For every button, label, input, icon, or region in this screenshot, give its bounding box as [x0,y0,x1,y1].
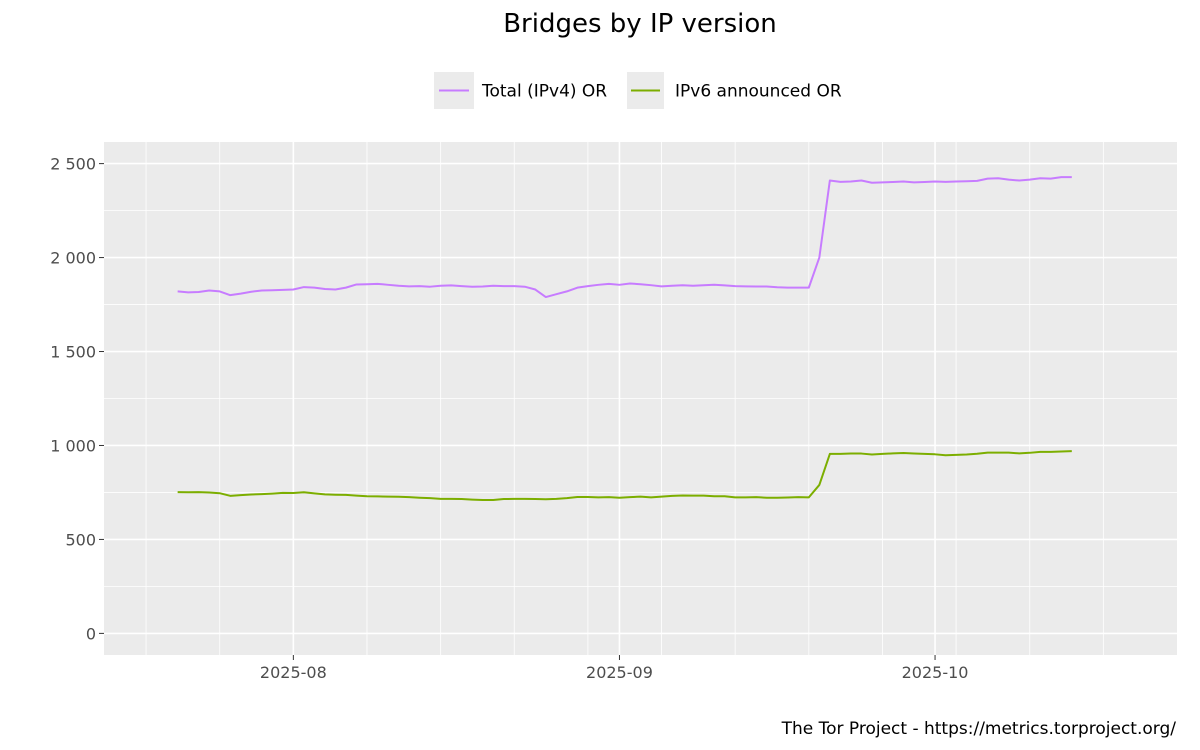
x-tick-label: 2025-10 [902,663,969,682]
series-line-ipv6 [177,450,1072,501]
x-tick-label: 2025-09 [586,663,653,682]
series-layer [177,176,1072,501]
x-axis: 2025-08 2025-09 2025-10 [260,655,969,682]
grid-major [104,142,1177,655]
y-tick-label: 0 [86,624,96,643]
y-tick-label: 2 000 [50,249,96,268]
y-tick-label: 1 000 [50,436,96,455]
legend-label-ipv6: IPv6 announced OR [675,82,842,102]
grid-minor [104,142,1177,655]
series-line-total-ipv4 [177,176,1072,299]
chart-title: Bridges by IP version [503,9,777,39]
y-tick-label: 2 500 [50,155,96,174]
chart-caption: The Tor Project - https://metrics.torpro… [781,719,1177,739]
legend: Total (IPv4) OR IPv6 announced OR [434,72,842,109]
y-axis: 0 500 1 000 1 500 2 000 2 500 [50,155,104,643]
x-tick-label: 2025-08 [260,663,327,682]
y-tick-label: 500 [65,530,96,549]
y-tick-label: 1 500 [50,343,96,362]
legend-label-total-ipv4: Total (IPv4) OR [481,82,607,102]
